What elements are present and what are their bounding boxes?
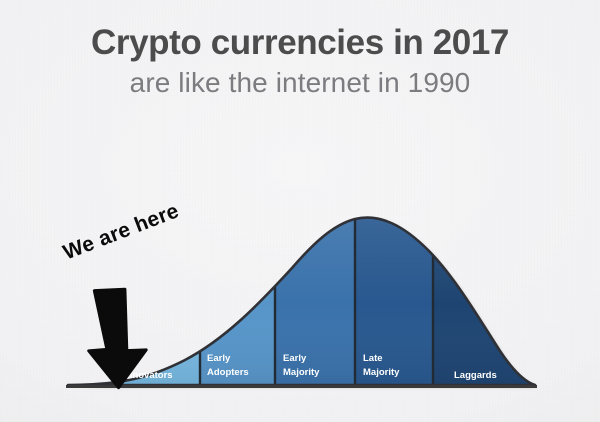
page-title: Crypto currencies in 2017: [91, 23, 509, 62]
segment-label-late-majority-line2: Majority: [363, 367, 400, 378]
segment-label-early-adopters-line2: Adopters: [207, 367, 249, 378]
page-subtitle: are like the internet in 1990: [129, 67, 471, 99]
segment-labels: Innovators Early Adopters Early Majority…: [124, 353, 497, 381]
down-arrow-icon: [87, 287, 148, 390]
segment-label-late-majority: Late: [363, 353, 383, 364]
segment-label-innovators: Innovators: [124, 370, 173, 381]
segment-label-laggards: Laggards: [454, 370, 497, 381]
segment-label-early-majority-line2: Majority: [283, 367, 320, 378]
segment-label-early-majority: Early: [283, 353, 307, 364]
slide-headings: Crypto currencies in 2017 are like the i…: [0, 24, 600, 100]
segment-label-early-adopters: Early: [207, 353, 231, 364]
